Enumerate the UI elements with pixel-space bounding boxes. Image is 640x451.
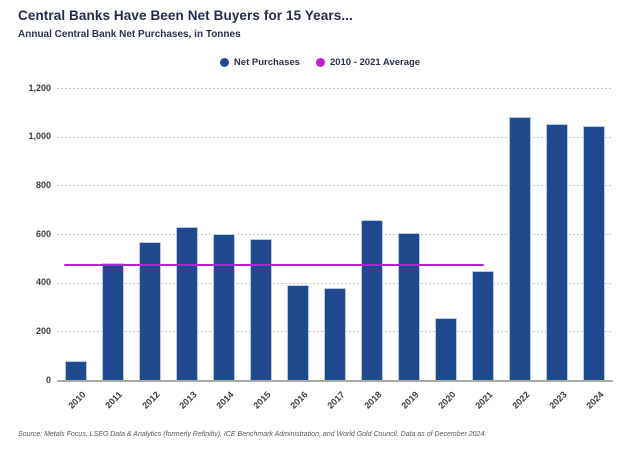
bar-2022[interactable] (509, 116, 532, 380)
bar-2015[interactable] (249, 238, 272, 380)
average-line[interactable] (63, 263, 485, 267)
chart-title: Central Banks Have Been Net Buyers for 1… (18, 8, 353, 23)
x-tick-label-2020: 2020 (436, 389, 458, 411)
x-tick-label-2011: 2011 (103, 389, 125, 411)
y-tick-label-1,000: 1,000 (28, 131, 51, 142)
source-note: Source: Metals Focus, LSEG Data & Analyt… (18, 431, 487, 438)
x-tick-label-2013: 2013 (177, 389, 199, 411)
bar-2021[interactable] (472, 270, 495, 380)
bar-2018[interactable] (361, 220, 384, 380)
y-tick-label-200: 200 (35, 325, 51, 336)
gridline-600 (57, 234, 613, 235)
bar-2023[interactable] (546, 124, 569, 380)
x-tick-label-2010: 2010 (65, 389, 88, 411)
average-dot-icon (315, 58, 325, 67)
x-tick-label-2016: 2016 (288, 389, 310, 411)
x-tick-label-2017: 2017 (325, 389, 347, 411)
x-tick-label-2024: 2024 (584, 389, 606, 411)
bar-2011[interactable] (101, 262, 124, 380)
x-axis-line (57, 380, 613, 382)
legend-label: Net Purchases (233, 57, 300, 68)
x-tick-label-2014: 2014 (214, 389, 236, 411)
bar-2012[interactable] (138, 241, 161, 380)
bar-2024[interactable] (583, 125, 606, 380)
chart-subtitle: Annual Central Bank Net Purchases, in To… (18, 29, 241, 40)
x-tick-label-2019: 2019 (399, 389, 421, 411)
bar-2016[interactable] (286, 285, 309, 380)
legend-item-net-purchases[interactable]: Net Purchases (219, 57, 300, 68)
gridline-800 (57, 185, 613, 187)
bar-2017[interactable] (324, 288, 346, 380)
bar-2019[interactable] (398, 232, 421, 380)
x-tick-label-2021: 2021 (473, 389, 495, 411)
x-tick-label-2012: 2012 (139, 389, 162, 411)
gridline-1,200 (57, 88, 613, 89)
y-tick-label-1,200: 1,200 (28, 82, 51, 93)
legend-label: 2010 - 2021 Average (329, 57, 421, 68)
legend: Net Purchases 2010 - 2021 Average (0, 57, 640, 68)
gridline-400 (57, 282, 613, 284)
x-tick-label-2023: 2023 (547, 389, 569, 411)
bar-2013[interactable] (175, 226, 198, 380)
bar-2014[interactable] (212, 233, 235, 380)
y-tick-label-0: 0 (45, 374, 51, 385)
gridline-1,000 (57, 136, 613, 138)
x-tick-label-2015: 2015 (251, 389, 273, 411)
y-tick-label-600: 600 (35, 228, 51, 239)
x-tick-label-2022: 2022 (510, 389, 532, 411)
bar-2010[interactable] (64, 360, 87, 380)
net-purchases-dot-icon (219, 58, 229, 67)
legend-item-average[interactable]: 2010 - 2021 Average (315, 57, 421, 68)
y-tick-label-800: 800 (35, 179, 51, 190)
x-tick-label-2018: 2018 (362, 389, 384, 411)
bar-2020[interactable] (435, 317, 458, 380)
y-tick-label-400: 400 (35, 277, 51, 288)
